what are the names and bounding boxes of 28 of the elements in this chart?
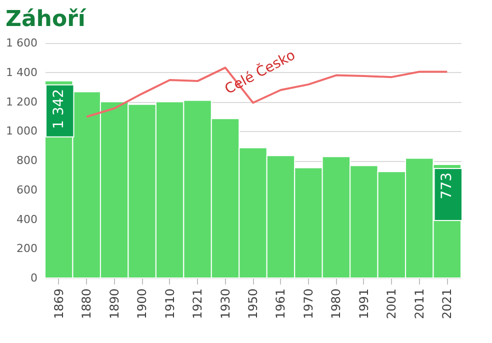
x-tick-label: 1880	[80, 288, 94, 320]
y-tick-label: 200	[16, 242, 38, 256]
x-tick-label: 1910	[162, 288, 177, 320]
x-tick-label: 1970	[301, 288, 316, 320]
x-tick-label: 1991	[356, 288, 371, 320]
data-label: 1 342	[50, 88, 67, 129]
x-tick-label: 2021	[440, 288, 454, 320]
data-label: 773	[439, 172, 456, 200]
x-tick-label: 1950	[246, 288, 260, 320]
x-tick-label: 1900	[135, 288, 150, 320]
text: Celé Česko	[222, 46, 298, 98]
y-tick-label: 1 200	[6, 95, 38, 108]
y-tick-label: 0	[30, 272, 38, 284]
y-tick-label: 600	[16, 183, 38, 196]
chart-title: Záhoří	[6, 7, 87, 32]
y-tick-label: 1 400	[6, 66, 38, 79]
y-tick-label: 1 000	[6, 124, 38, 138]
y-tick-label: 400	[16, 212, 38, 226]
y-tick-label: 800	[16, 154, 38, 167]
x-tick-label: 2001	[384, 288, 399, 320]
y-tick-label: 1 600	[6, 36, 38, 50]
x-tick-label: 1869	[52, 288, 66, 320]
x-tick-label: 1930	[218, 288, 232, 320]
x-tick-label: 1961	[274, 288, 288, 320]
x-tick-label: 1980	[329, 288, 344, 320]
x-tick-label: 1921	[190, 288, 205, 320]
x-tick-label: 2011	[412, 288, 426, 320]
x-tick-label: 1890	[107, 288, 122, 320]
